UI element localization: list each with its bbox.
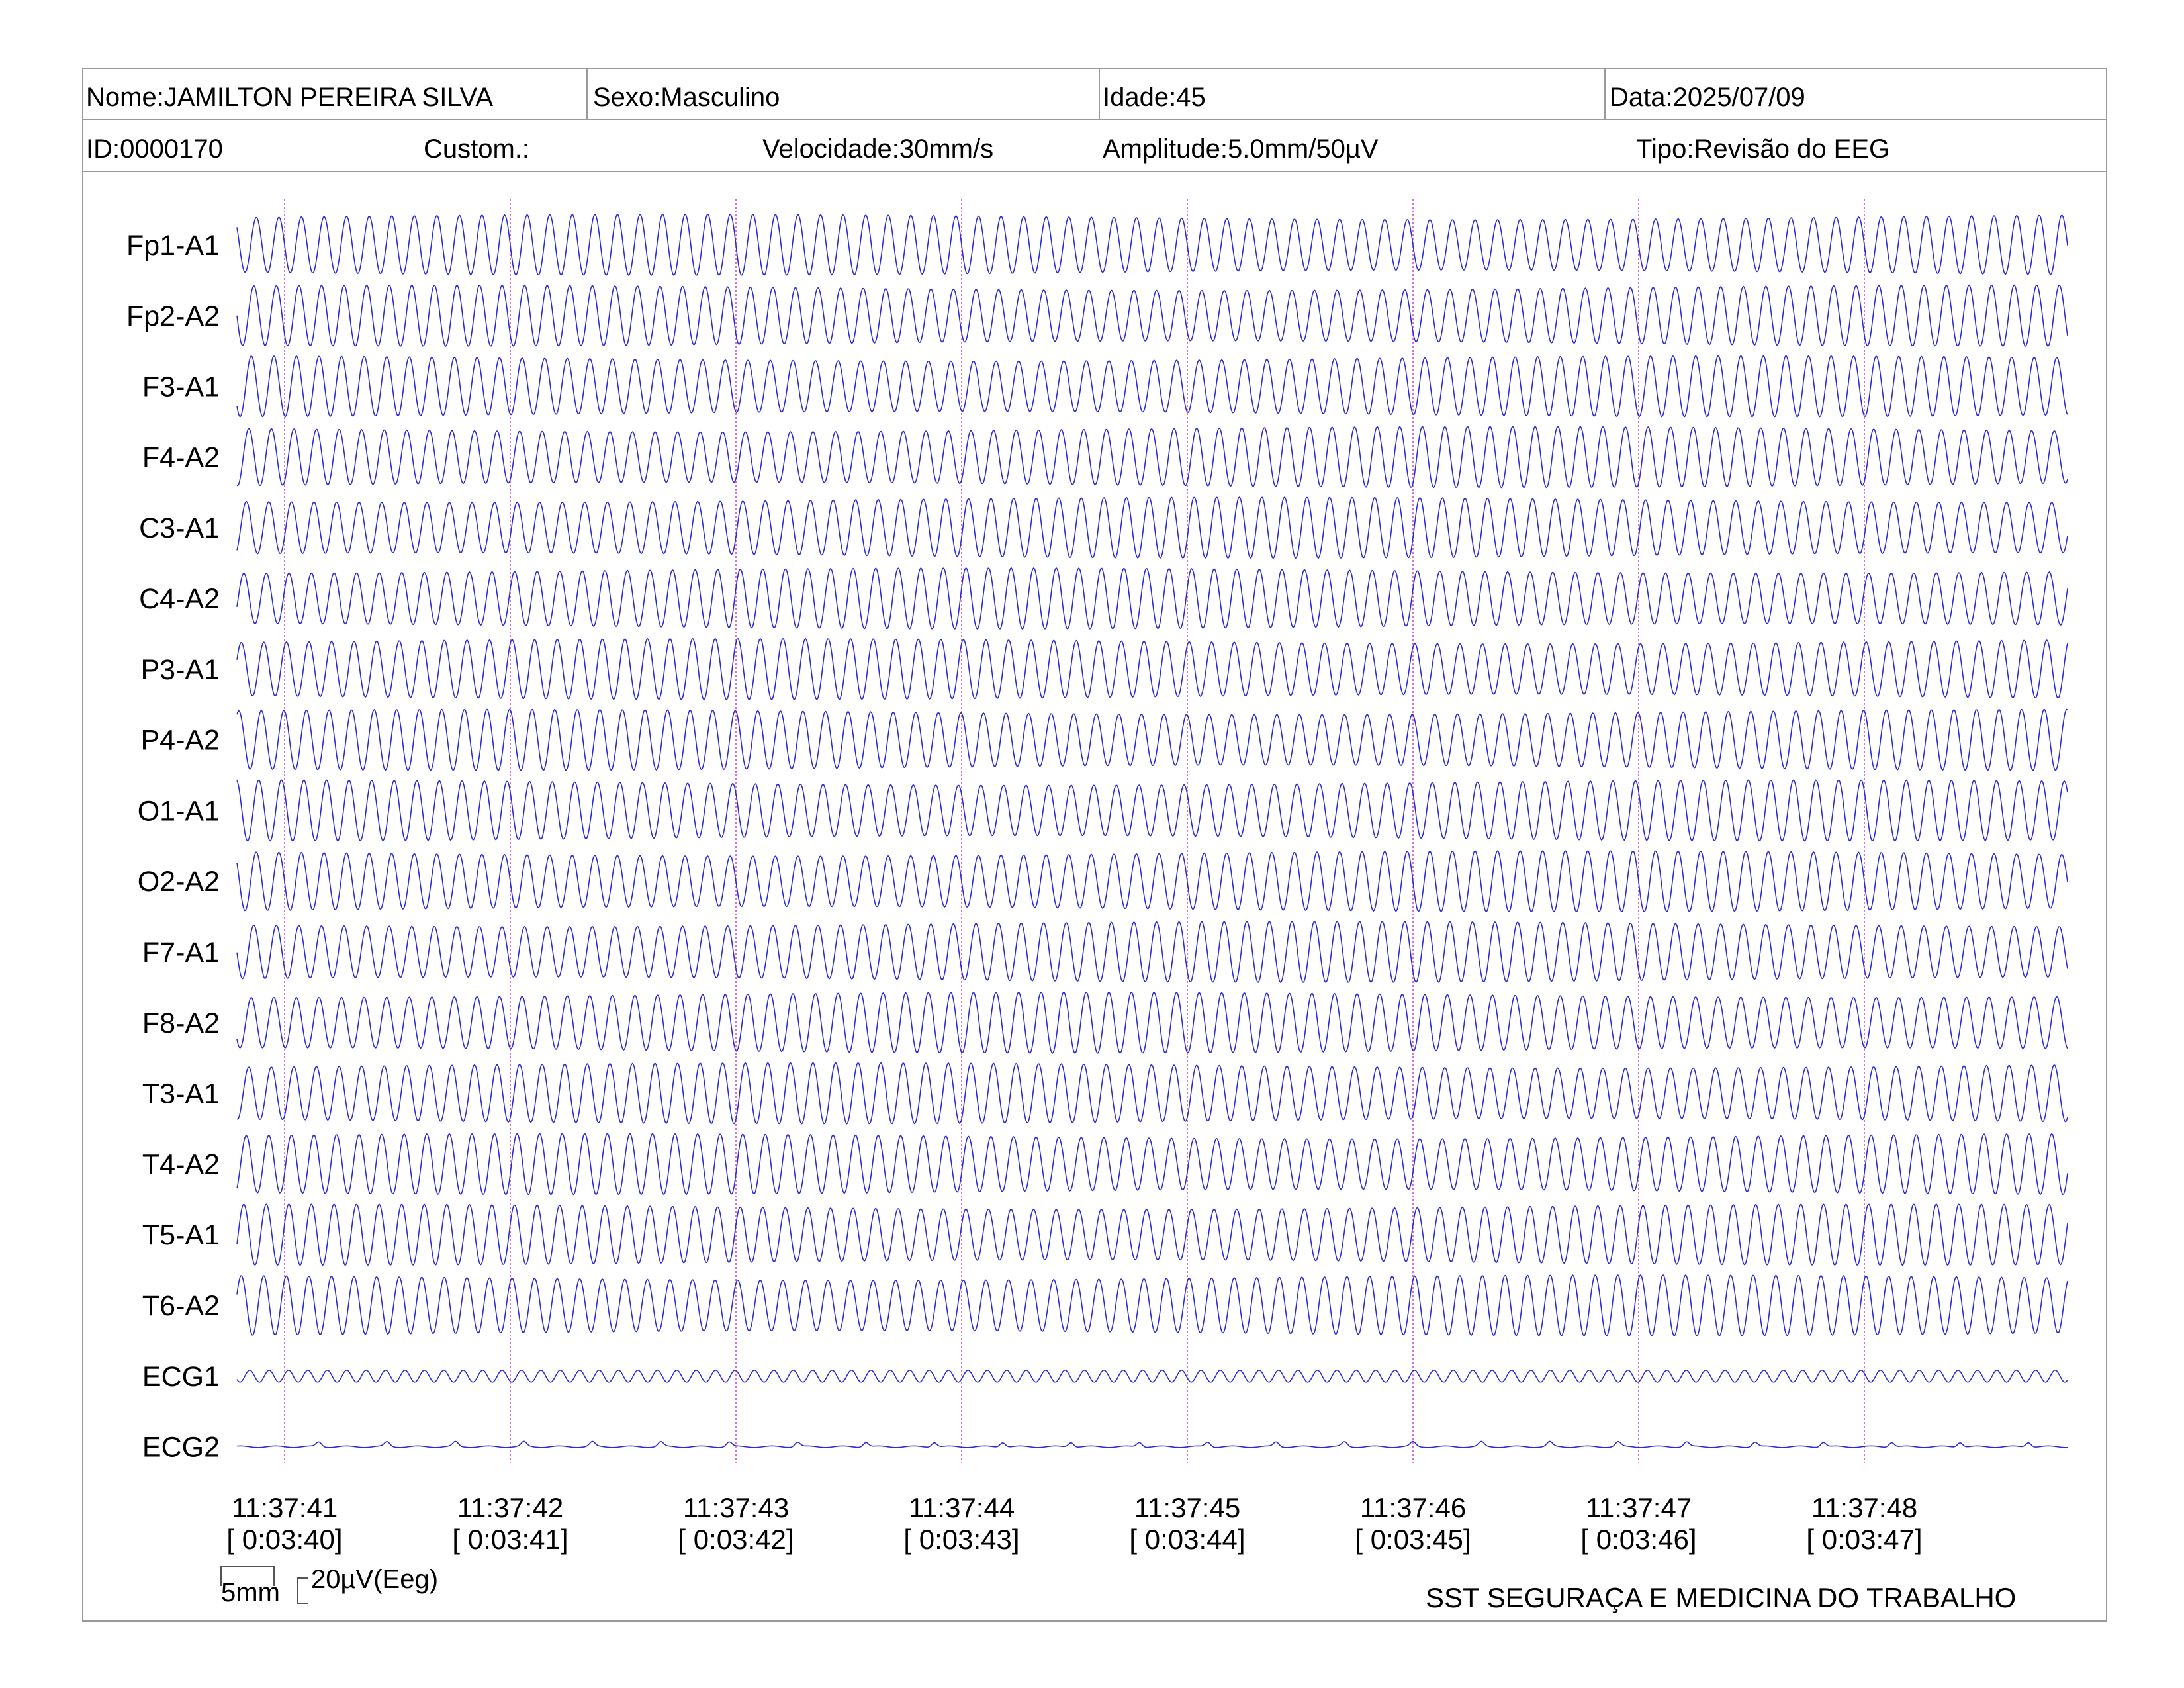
- trace-o2-a2: [236, 850, 2068, 913]
- channel-label: F7-A1: [142, 937, 220, 968]
- channel-label: O1-A1: [138, 795, 220, 827]
- channel-label: C3-A1: [139, 512, 220, 544]
- header-cell-divider: [1099, 68, 1100, 120]
- time-elapsed-label: [ 0:03:47]: [1806, 1524, 1922, 1555]
- channel-label: T6-A2: [142, 1290, 220, 1322]
- time-clock-label: 11:37:45: [1134, 1492, 1240, 1523]
- time-elapsed-label: [ 0:03:41]: [452, 1524, 568, 1555]
- trace-f3-a1: [236, 355, 2068, 418]
- channel-label: T5-A1: [142, 1219, 220, 1251]
- channel-label: O2-A2: [138, 866, 220, 898]
- trace-c4-a2: [236, 567, 2068, 630]
- trace-t6-a2: [236, 1274, 2068, 1337]
- header-bottom-border: [82, 171, 2107, 172]
- trace-o1-a1: [236, 779, 2068, 842]
- time-axis-labels: 11:37:41[ 0:03:40] 11:37:42[ 0:03:41] 11:3…: [226, 1492, 1922, 1555]
- custom-field: Custom.:: [424, 134, 530, 164]
- trace-t5-a1: [236, 1203, 2068, 1266]
- time-elapsed-label: [ 0:03:46]: [1580, 1524, 1696, 1555]
- time-elapsed-label: [ 0:03:42]: [678, 1524, 794, 1555]
- amplitude-setting: Amplitude:5.0mm/50µV: [1103, 134, 1379, 164]
- exam-type: Tipo:Revisão do EEG: [1636, 134, 1890, 164]
- time-elapsed-label: [ 0:03:45]: [1355, 1524, 1471, 1555]
- trace-t3-a1: [236, 1062, 2068, 1125]
- time-elapsed-label: [ 0:03:43]: [903, 1524, 1019, 1555]
- time-clock-label: 11:37:42: [457, 1492, 563, 1523]
- channel-label: Fp2-A2: [126, 301, 220, 332]
- header-cell-divider: [586, 68, 588, 120]
- channel-label: T3-A1: [142, 1078, 220, 1110]
- time-clock-label: 11:37:44: [909, 1492, 1015, 1523]
- channel-label: F3-A1: [142, 371, 220, 403]
- patient-age: Idade:45: [1103, 83, 1206, 112]
- report-frame: [82, 68, 2107, 1622]
- trace-f8-a2: [236, 991, 2068, 1054]
- trace-fp1-a1: [236, 213, 2068, 277]
- amplitude-scale-bar: [297, 1577, 308, 1604]
- channel-label: T4-A2: [142, 1149, 220, 1180]
- channel-label: P4-A2: [140, 725, 220, 757]
- time-elapsed-label: [ 0:03:44]: [1129, 1524, 1245, 1555]
- channel-label: C4-A2: [139, 583, 220, 615]
- amplitude-scale-label: 20µV(Eeg): [311, 1565, 439, 1594]
- time-clock-label: 11:37:48: [1811, 1492, 1917, 1523]
- exam-date: Data:2025/07/09: [1610, 83, 1805, 112]
- channel-label: F8-A2: [142, 1008, 220, 1039]
- time-clock-label: 11:37:43: [683, 1492, 789, 1523]
- time-scale-bar: [220, 1566, 275, 1586]
- time-elapsed-label: [ 0:03:40]: [226, 1524, 342, 1555]
- channel-label: P3-A1: [140, 654, 220, 686]
- trace-t4-a2: [236, 1133, 2068, 1196]
- channel-label: ECG2: [142, 1432, 220, 1464]
- time-clock-label: 11:37:47: [1586, 1492, 1692, 1523]
- trace-ecg2: [236, 1440, 2068, 1448]
- trace-c3-a1: [236, 496, 2068, 559]
- trace-p4-a2: [236, 708, 2068, 771]
- trace-fp2-a2: [236, 284, 2068, 347]
- header-cell-divider: [1604, 68, 1606, 120]
- channel-label: Fp1-A1: [126, 230, 220, 261]
- patient-name: Nome:JAMILTON PEREIRA SILVA: [86, 83, 493, 112]
- time-markers: [284, 199, 1865, 1463]
- time-scale-label: 5mm: [221, 1578, 280, 1607]
- trace-f4-a2: [236, 426, 2068, 489]
- company-name: SST SEGURAÇA E MEDICINA DO TRABALHO: [1426, 1582, 2017, 1613]
- channel-labels: Fp1-A1 Fp2-A2 F3-A1 F4-A2 C3-A1 C4-A2 P3-A1 P4-…: [126, 230, 220, 1464]
- eeg-traces: [236, 213, 2068, 1448]
- trace-f7-a1: [236, 920, 2068, 984]
- patient-id: ID:0000170: [86, 134, 223, 164]
- header-divider: [82, 119, 2107, 120]
- time-clock-label: 11:37:41: [232, 1492, 338, 1523]
- patient-sex: Sexo:Masculino: [593, 83, 780, 112]
- speed-setting: Velocidade:30mm/s: [762, 134, 994, 164]
- time-clock-label: 11:37:46: [1360, 1492, 1466, 1523]
- channel-label: ECG1: [142, 1361, 220, 1393]
- trace-ecg1: [236, 1369, 2068, 1383]
- channel-label: F4-A2: [142, 442, 220, 473]
- trace-p3-a1: [236, 637, 2068, 700]
